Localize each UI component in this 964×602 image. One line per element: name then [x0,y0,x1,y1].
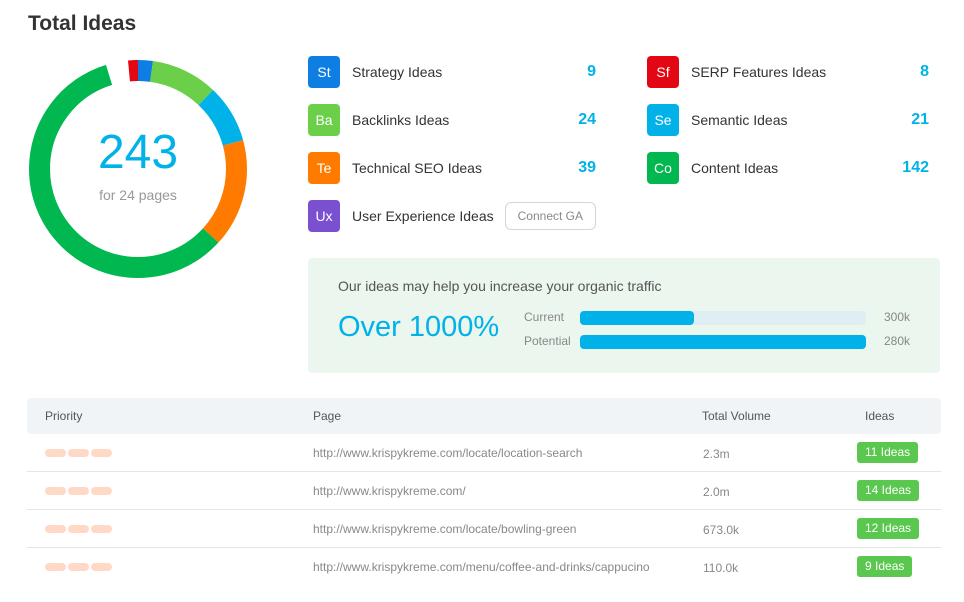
ideas-button[interactable]: 9 Ideas [857,556,913,577]
idea-count: 24 [578,111,596,128]
idea-count: 8 [920,63,929,80]
total-volume: 2.3m [703,447,730,461]
ideas-list-right: Sf SERP Features Ideas 8 Se Semantic Ide… [647,56,929,200]
traffic-potential-panel: Our ideas may help you increase your org… [308,258,940,373]
table-row: http://www.krispykreme.com/locate/bowlin… [27,510,941,548]
donut-slice-strategy-ideas[interactable] [29,60,247,278]
column-page[interactable]: Page [313,409,342,423]
donut-slice-content-ideas[interactable] [29,60,247,278]
total-ideas-subtitle: for 24 pages [99,187,177,203]
current-traffic-bar: Current 300k [524,309,910,325]
technical-seo-icon: Te [308,152,340,184]
idea-label: SERP Features Ideas [691,64,827,80]
idea-label: Backlinks Ideas [352,112,450,128]
pages-table: Priority Page Total Volume Ideas http://… [27,398,941,586]
idea-count: 9 [587,63,596,80]
page-url[interactable]: http://www.krispykreme.com/ [313,484,466,498]
bar-fill [580,335,866,349]
idea-strategy[interactable]: St Strategy Ideas 9 [308,56,596,88]
idea-label: User Experience Ideas [352,208,494,224]
bar-label: Current [524,310,565,324]
table-row: http://www.krispykreme.com/locate/locati… [27,434,941,472]
idea-label: Content Ideas [691,160,779,176]
bar-value: 280k [883,334,910,348]
total-volume: 2.0m [703,485,730,499]
column-total-volume[interactable]: Total Volume [702,409,771,423]
table-header: Priority Page Total Volume Ideas [27,398,941,434]
idea-content[interactable]: Co Content Ideas 142 [647,152,929,184]
priority-indicator [45,449,114,457]
ideas-button[interactable]: 14 Ideas [857,480,920,501]
donut-slice-technical-seo-ideas[interactable] [29,60,247,278]
semantic-icon: Se [647,104,679,136]
donut-center: 243 for 24 pages [28,59,248,279]
ideas-button[interactable]: 11 Ideas [857,442,919,463]
idea-user-experience[interactable]: Ux User Experience Ideas Connect GA [308,200,596,232]
idea-serp-features[interactable]: Sf SERP Features Ideas 8 [647,56,929,88]
page-url[interactable]: http://www.krispykreme.com/menu/coffee-a… [313,560,650,574]
page-url[interactable]: http://www.krispykreme.com/locate/locati… [313,446,583,460]
backlinks-icon: Ba [308,104,340,136]
idea-count: 39 [578,159,596,176]
idea-backlinks[interactable]: Ba Backlinks Ideas 24 [308,104,596,136]
traffic-heading: Our ideas may help you increase your org… [338,278,662,294]
bar-track [580,311,866,325]
table-row: http://www.krispykreme.com/ 2.0m 14 Idea… [27,472,941,510]
ideas-list-left: St Strategy Ideas 9 Ba Backlinks Ideas 2… [308,56,596,248]
bar-fill [580,311,695,325]
priority-indicator [45,487,114,495]
idea-label: Semantic Ideas [691,112,788,128]
idea-count: 21 [911,111,929,128]
total-volume: 673.0k [703,523,740,537]
donut-svg [29,60,247,278]
idea-semantic[interactable]: Se Semantic Ideas 21 [647,104,929,136]
content-icon: Co [647,152,679,184]
strategy-icon: St [308,56,340,88]
idea-label: Technical SEO Ideas [352,160,482,176]
idea-technical-seo[interactable]: Te Technical SEO Ideas 39 [308,152,596,184]
column-ideas[interactable]: Ideas [865,409,895,423]
table-row: http://www.krispykreme.com/menu/coffee-a… [27,548,941,586]
column-priority[interactable]: Priority [45,409,83,423]
total-ideas-count: 243 [97,126,179,179]
connect-ga-button[interactable]: Connect GA [504,202,596,230]
serp-features-icon: Sf [647,56,679,88]
idea-label: Strategy Ideas [352,64,443,80]
ideas-button[interactable]: 12 Ideas [857,518,920,539]
user-experience-icon: Ux [308,200,340,232]
bar-track [580,335,866,349]
total-volume: 110.0k [703,561,739,575]
potential-traffic-bar: Potential 280k [524,333,910,349]
priority-indicator [45,525,114,533]
bar-label: Potential [524,334,571,348]
priority-indicator [45,563,114,571]
traffic-increase-headline: Over 1000% [338,311,500,343]
bar-value: 300k [883,310,910,324]
page-url[interactable]: http://www.krispykreme.com/locate/bowlin… [313,522,577,536]
idea-count: 142 [902,159,929,176]
page-title: Total Ideas [28,12,137,35]
ideas-donut-chart: 243 for 24 pages [28,59,248,279]
